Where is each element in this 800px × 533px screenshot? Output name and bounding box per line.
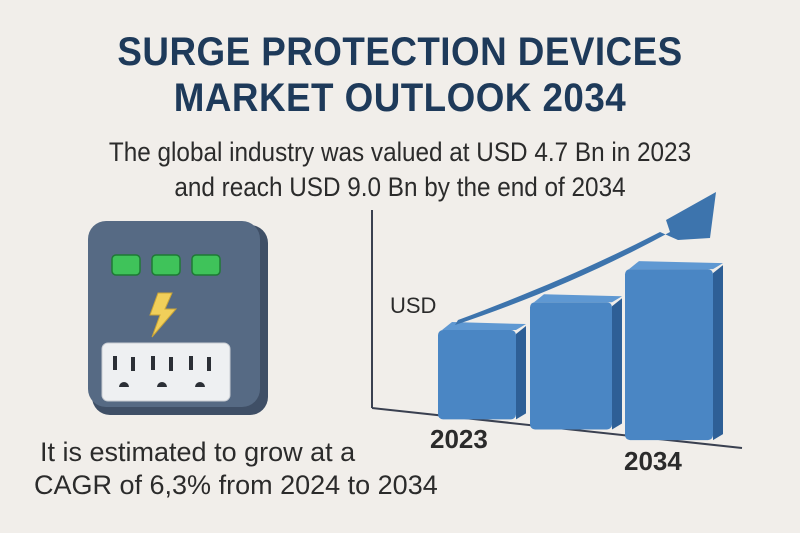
outlet-icon xyxy=(113,356,135,387)
bar-mid xyxy=(530,294,622,430)
outlet-icon xyxy=(189,356,211,387)
page-title-line1: SURGE PROTECTION DEVICES xyxy=(117,30,683,74)
trend-arrow-icon xyxy=(455,192,716,325)
outlet-panel xyxy=(101,342,231,402)
bar-chart: USD 2023 2034 xyxy=(371,192,743,476)
bar-2023 xyxy=(438,322,526,420)
page-title-line2: MARKET OUTLOOK 2034 xyxy=(173,76,627,120)
surge-protector-icon xyxy=(88,221,268,415)
y-axis-label: USD xyxy=(390,293,436,318)
x-tick-label: 2023 xyxy=(430,424,488,454)
indicator-light xyxy=(151,254,181,276)
cagr-line1: It is estimated to grow at a xyxy=(40,437,356,467)
bar-2034 xyxy=(625,261,723,441)
subtitle-line1: The global industry was valued at USD 4.… xyxy=(108,137,692,167)
outlet-icon xyxy=(151,356,173,387)
indicator-light xyxy=(111,254,141,276)
cagr-line2: CAGR of 6,3% from 2024 to 2034 xyxy=(34,470,438,500)
x-tick-label: 2034 xyxy=(624,446,682,476)
indicator-light xyxy=(191,254,221,276)
lightning-bolt-icon xyxy=(149,292,178,338)
subtitle-line2: and reach USD 9.0 Bn by the end of 2034 xyxy=(174,172,626,202)
